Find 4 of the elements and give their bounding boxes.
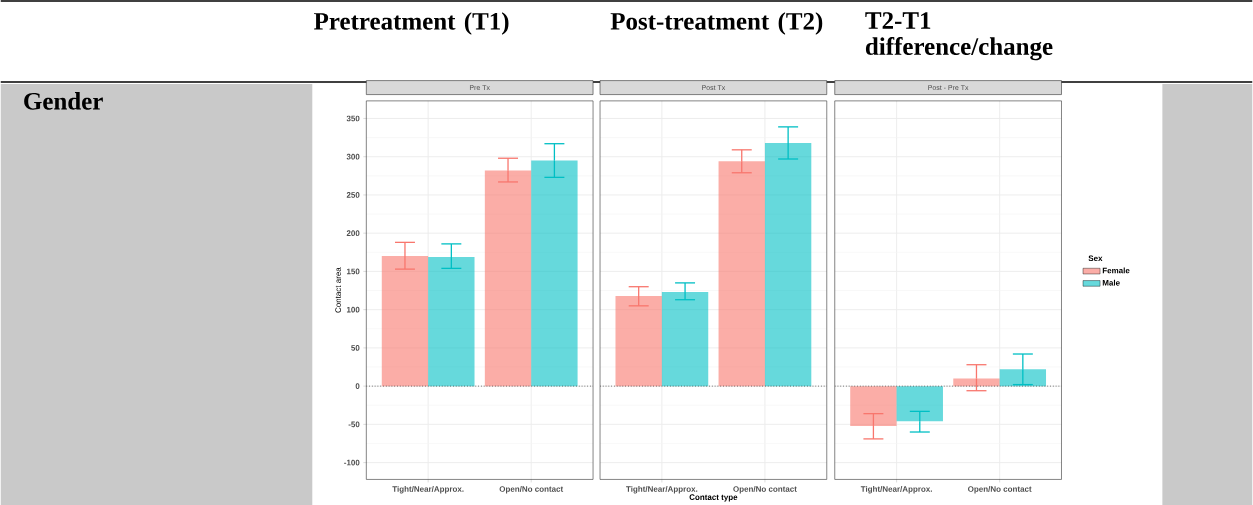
text: Pretreatment (T1) xyxy=(314,12,509,35)
text: Post-treatment (T2) xyxy=(610,12,823,35)
text: T2-T1 difference/change xyxy=(865,12,1053,61)
text: Gender xyxy=(24,91,103,110)
